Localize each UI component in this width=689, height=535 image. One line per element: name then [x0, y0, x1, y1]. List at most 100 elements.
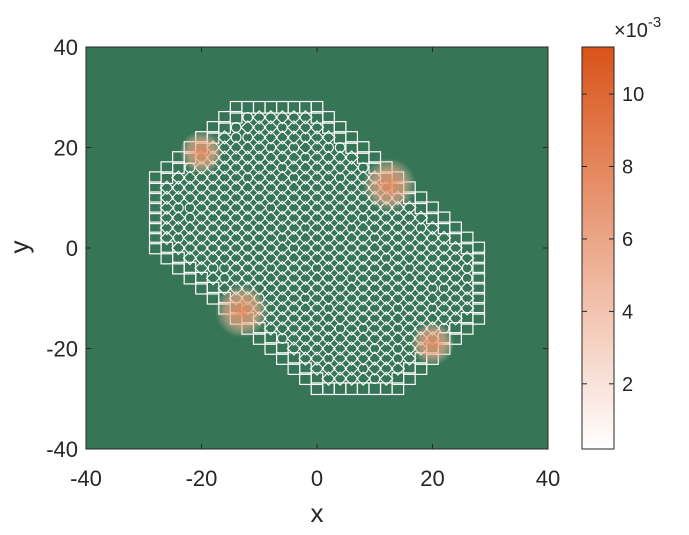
contour-segment: [345, 131, 359, 144]
contour-loop: [251, 200, 267, 216]
contour-loop: [205, 180, 221, 196]
contour-loop: [355, 290, 371, 306]
contour-loop: [275, 280, 290, 296]
contour-loop: [228, 180, 244, 196]
contour-loop: [298, 200, 313, 216]
y-tick-label: 0: [66, 236, 78, 261]
x-tick-label: -20: [186, 466, 218, 491]
contour-loop: [286, 130, 302, 145]
contour-loop: [205, 210, 221, 226]
contour-segment: [264, 332, 278, 345]
contour-loop: [367, 260, 383, 276]
contour-segment: [356, 141, 370, 154]
contour-loop: [367, 270, 383, 286]
contour-loop: [321, 230, 336, 246]
contour-loop: [413, 230, 429, 246]
contour-loop: [344, 210, 359, 226]
contour-segment: [472, 281, 486, 295]
contour-loop: [298, 331, 313, 346]
contour-loop: [251, 250, 267, 266]
contour-loop: [275, 210, 290, 226]
contour-loop: [355, 311, 371, 326]
contour-segment: [460, 231, 474, 245]
contour-loop: [298, 260, 313, 276]
contour-loop: [263, 321, 279, 336]
contour-loop: [436, 240, 452, 256]
contour-loop: [367, 331, 383, 346]
contour-loop: [205, 220, 221, 236]
contour-loop: [344, 250, 359, 266]
contour-loop: [448, 290, 463, 306]
contour-loop: [436, 300, 452, 316]
x-tick-label: 0: [311, 466, 323, 491]
contour-loop: [321, 311, 336, 326]
contour-loop: [332, 361, 348, 376]
contour-loop: [263, 180, 279, 196]
x-tick-label: 40: [536, 466, 560, 491]
contour-loop: [309, 170, 325, 185]
contour-loop: [171, 210, 186, 226]
contour-loop: [182, 170, 198, 185]
contour-loop: [194, 170, 209, 185]
contour-loop: [321, 331, 336, 346]
contour-loop: [332, 280, 348, 296]
x-axis-ticks: -40 -20 0 20 40: [70, 47, 560, 491]
contour-loop: [378, 371, 394, 386]
contour-loop: [263, 160, 279, 175]
contour-loop: [286, 290, 302, 306]
contour-loop: [298, 250, 313, 266]
contour-loop: [321, 321, 336, 336]
contour-loop: [332, 331, 348, 346]
contour-loop: [275, 311, 290, 326]
contour-loop: [309, 361, 325, 376]
contour-loop: [332, 180, 348, 196]
contour-segment: [403, 372, 416, 386]
contour-loop: [390, 290, 406, 306]
contour-loop: [263, 280, 279, 296]
contour-loop: [344, 321, 359, 336]
contour-loop: [367, 351, 383, 366]
contour-loop: [171, 240, 186, 256]
contour-loop: [402, 311, 417, 326]
contour-loop: [251, 190, 267, 206]
contour-loop: [298, 180, 313, 196]
contour-loop: [413, 280, 429, 296]
colorbar-tick-label: 8: [622, 157, 633, 179]
contour-loop: [321, 160, 336, 175]
contour-loop: [217, 170, 232, 185]
contour-loop: [413, 240, 429, 256]
contour-loop: [182, 190, 198, 206]
contour-loop: [240, 160, 256, 175]
contour-loop: [355, 240, 371, 256]
contour-loop: [355, 351, 371, 366]
contour-loop: [378, 220, 394, 236]
contour-loop: [309, 210, 325, 226]
contour-loop: [251, 140, 267, 155]
contour-loop: [390, 240, 406, 256]
contour-loop: [378, 270, 394, 286]
contour-loop: [332, 260, 348, 276]
contour-segment: [172, 161, 185, 174]
contour-loop: [298, 140, 313, 155]
contour-loop: [332, 230, 348, 246]
contour-segment: [449, 221, 462, 235]
contour-loop: [275, 150, 290, 165]
contour-loop: [355, 220, 371, 236]
contour-loop: [413, 260, 429, 276]
colorbar-tick-label: 4: [622, 301, 633, 323]
contour-loop: [182, 240, 198, 256]
y-tick-label: 40: [54, 35, 78, 60]
contour-loop: [309, 180, 325, 196]
y-axis-label: y: [4, 241, 34, 254]
contour-loop: [251, 220, 267, 236]
hotspot-layer: [179, 130, 455, 366]
contour-loop: [263, 220, 279, 236]
contour-loop: [378, 331, 394, 346]
contour-loop: [286, 230, 302, 246]
contour-loop: [182, 230, 198, 246]
contour-loop: [402, 280, 417, 296]
contour-loop: [413, 300, 429, 316]
contour-loop: [459, 290, 475, 306]
contour-loop: [240, 260, 256, 276]
contour-loop: [355, 270, 371, 286]
